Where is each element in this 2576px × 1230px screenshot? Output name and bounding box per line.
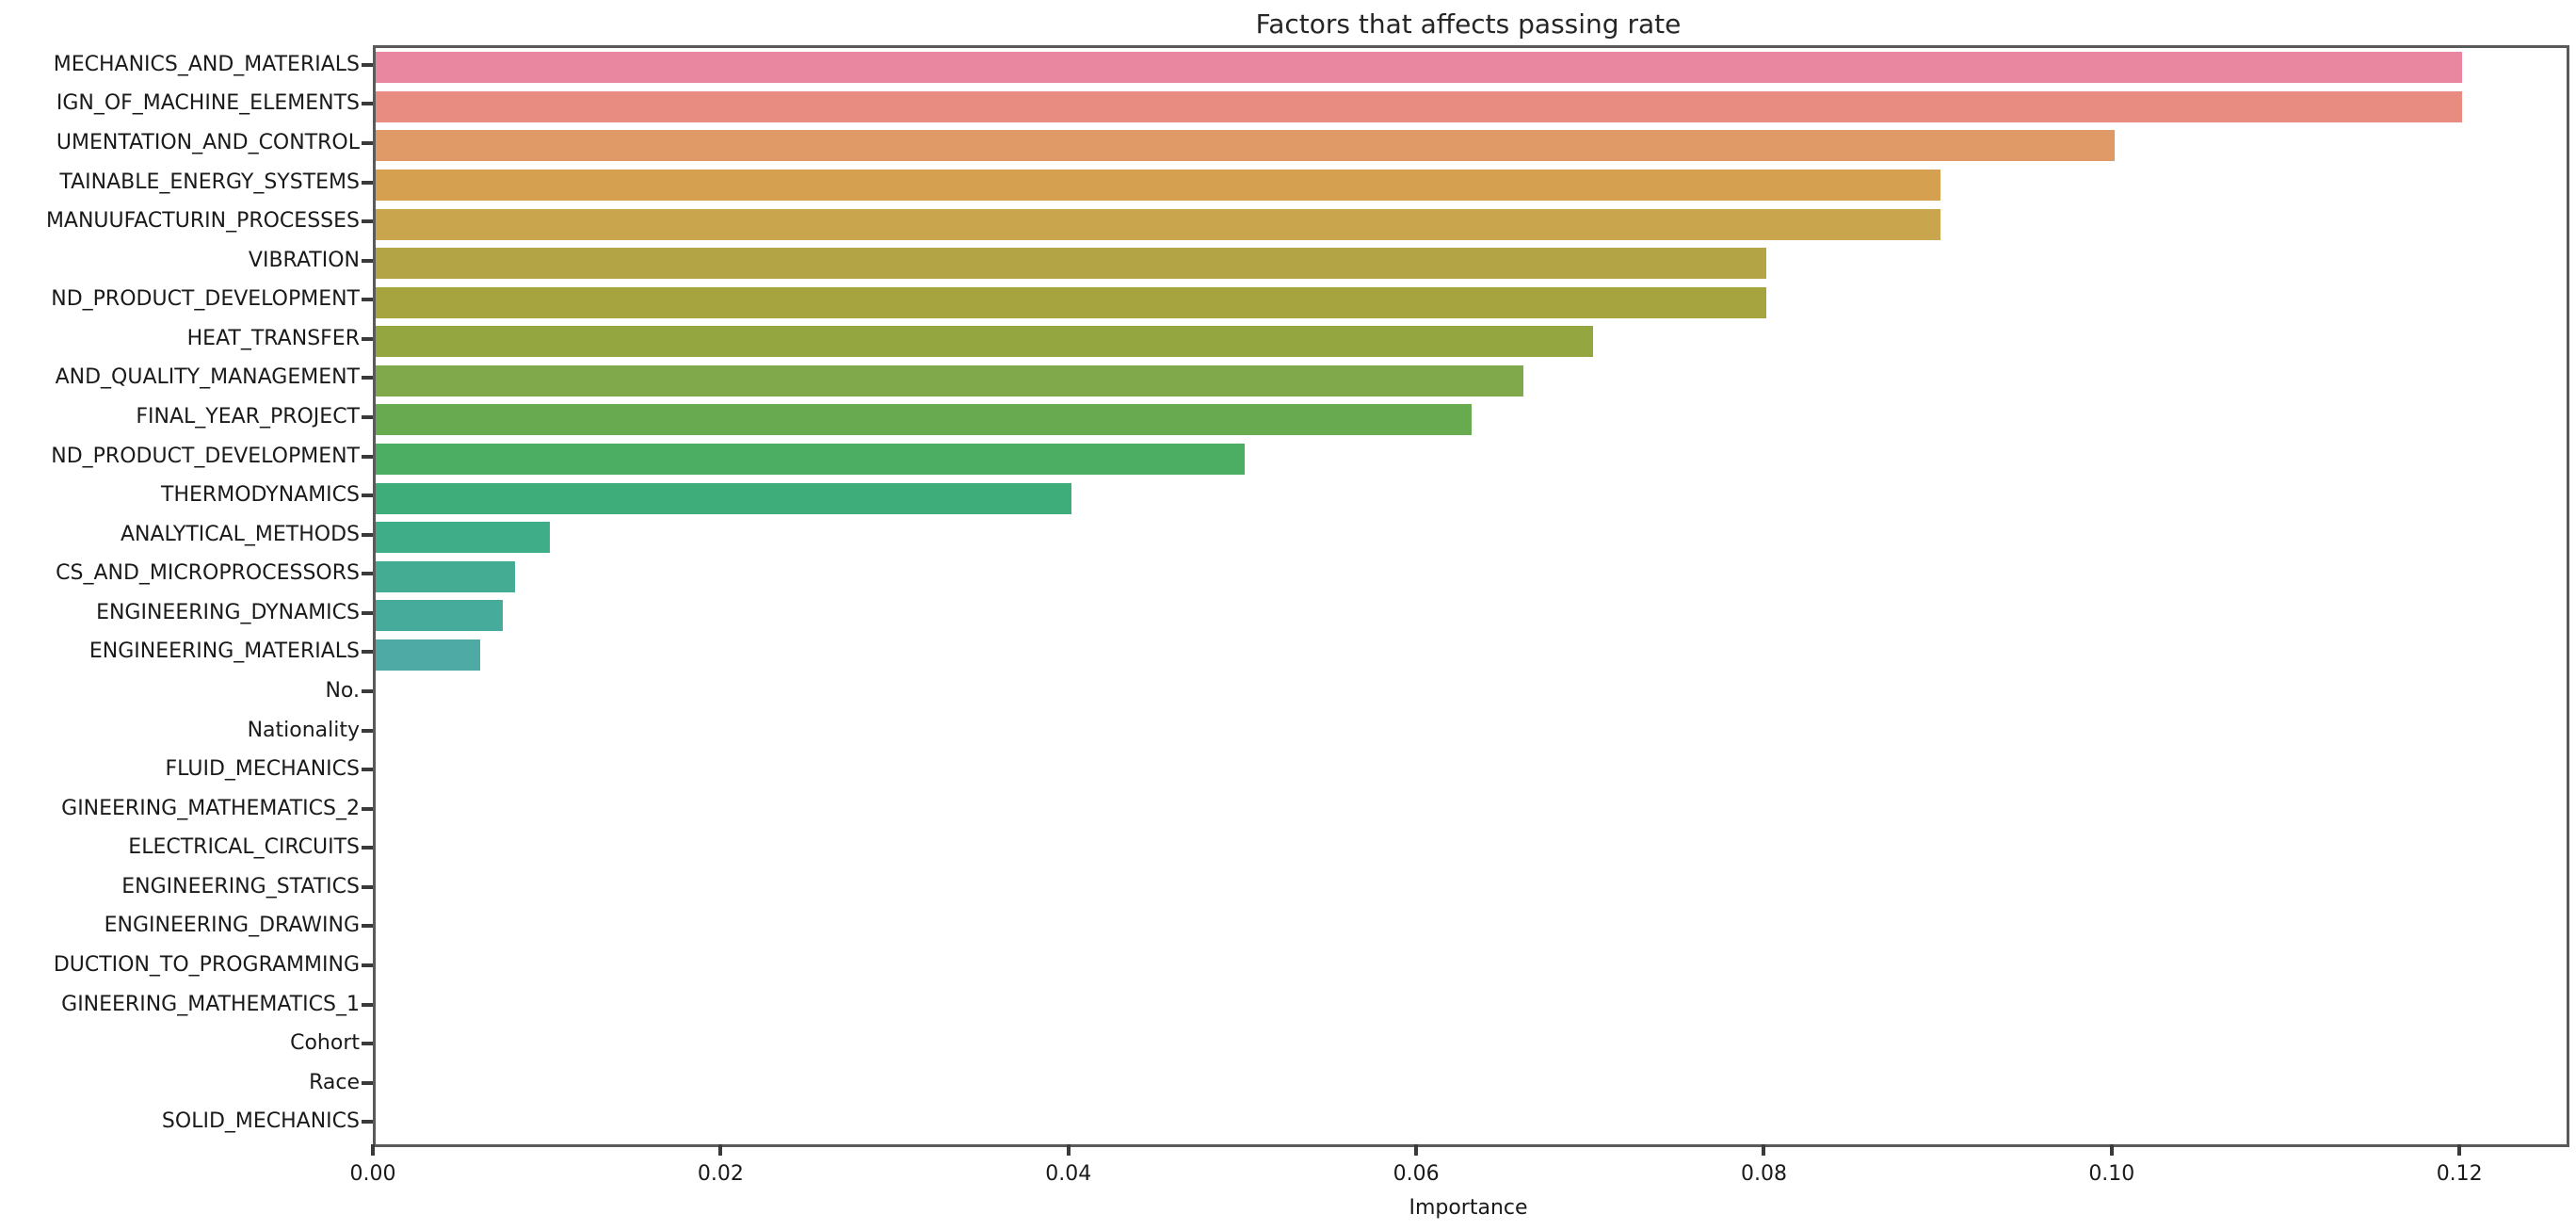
y-tick-mark [362,140,373,145]
y-tick-mark [362,219,373,224]
y-tick-label: DUCTION_TO_PROGRAMMING [53,952,360,977]
y-tick-label: TAINABLE_ENERGY_SYSTEMS [59,170,360,194]
y-tick-mark [362,884,373,889]
y-tick-mark [362,494,373,498]
y-tick-mark [362,414,373,419]
y-tick-mark [362,650,373,655]
y-tick-mark [362,102,373,106]
y-tick-mark [362,572,373,576]
y-tick-label: AND_QUALITY_MANAGEMENT [55,365,360,390]
y-tick-label: FLUID_MECHANICS [165,757,360,782]
y-tick-label: ENGINEERING_MATERIALS [89,639,360,664]
y-tick-label: ENGINEERING_DYNAMICS [96,600,360,624]
bar [376,130,2115,162]
y-tick-label: ELECTRICAL_CIRCUITS [128,835,360,860]
bar [376,639,480,671]
plot-area [373,45,2569,1147]
y-tick-mark [362,258,373,263]
y-tick-label: THERMODYNAMICS [161,483,360,508]
x-tick-mark [1762,1144,1766,1156]
x-tick-mark [2109,1144,2114,1156]
x-axis-label: Importance [1409,1196,1528,1220]
y-tick-mark [362,298,373,302]
y-tick-label: GINEERING_MATHEMATICS_1 [61,992,360,1016]
bar [376,170,1941,201]
bar [376,404,1472,436]
y-tick-label: UMENTATION_AND_CONTROL [56,130,360,154]
bar [376,600,503,632]
bar [376,248,1767,280]
y-tick-mark [362,610,373,615]
bar [376,522,550,554]
y-tick-mark [362,1042,373,1046]
y-tick-mark [362,376,373,380]
y-tick-mark [362,1002,373,1007]
bar [376,326,1593,358]
y-tick-label: GINEERING_MATHEMATICS_2 [61,796,360,820]
y-tick-label: ANALYTICAL_METHODS [120,522,360,546]
y-tick-mark [362,454,373,459]
y-tick-label: HEAT_TRANSFER [186,326,360,350]
x-tick-mark [2457,1144,2462,1156]
y-tick-label: SOLID_MECHANICS [161,1109,360,1134]
y-tick-mark [362,1080,373,1085]
bar [376,560,515,592]
y-tick-mark [362,1120,373,1125]
y-tick-mark [362,924,373,929]
y-tick-label: ND_PRODUCT_DEVELOPMENT [51,287,360,312]
bar [376,286,1767,318]
x-tick-label: 0.04 [1045,1162,1092,1186]
y-tick-mark [362,62,373,67]
x-tick-mark [718,1144,723,1156]
y-tick-mark [362,806,373,811]
x-tick-mark [1414,1144,1419,1156]
bar [376,364,1523,397]
x-tick-label: 0.12 [2436,1162,2483,1186]
y-tick-label: Race [309,1070,360,1094]
y-tick-label: VIBRATION [248,248,360,272]
x-tick-mark [371,1144,375,1156]
y-tick-label: CS_AND_MICROPROCESSORS [56,561,360,586]
y-tick-mark [362,846,373,850]
x-tick-label: 0.00 [349,1162,396,1186]
y-tick-label: MECHANICS_AND_MATERIALS [53,52,360,76]
bar [376,208,1941,240]
x-tick-label: 0.08 [1740,1162,1787,1186]
y-tick-label: ND_PRODUCT_DEVELOPMENT [51,444,360,468]
y-tick-mark [362,532,373,537]
y-tick-mark [362,728,373,733]
y-tick-label: MANUUFACTURIN_PROCESSES [45,209,360,234]
y-tick-mark [362,963,373,967]
bar [376,444,1246,475]
y-tick-label: Cohort [290,1031,360,1056]
bar [376,90,2463,122]
y-tick-mark [362,688,373,693]
y-tick-label: Nationality [247,718,360,742]
y-tick-label: ENGINEERING_STATICS [121,874,360,898]
y-tick-label: ENGINEERING_DRAWING [104,914,360,938]
bar [376,52,2463,84]
x-tick-label: 0.10 [2088,1162,2135,1186]
bar [376,482,1071,514]
x-tick-label: 0.02 [697,1162,744,1186]
y-tick-label: FINAL_YEAR_PROJECT [136,404,360,429]
y-tick-mark [362,336,373,341]
y-tick-mark [362,768,373,772]
x-tick-label: 0.06 [1393,1162,1440,1186]
chart-title: Factors that affects passing rate [1255,8,1682,40]
y-tick-label: No. [325,678,360,703]
y-tick-mark [362,180,373,185]
y-tick-label: IGN_OF_MACHINE_ELEMENTS [56,91,360,116]
x-tick-mark [1066,1144,1071,1156]
